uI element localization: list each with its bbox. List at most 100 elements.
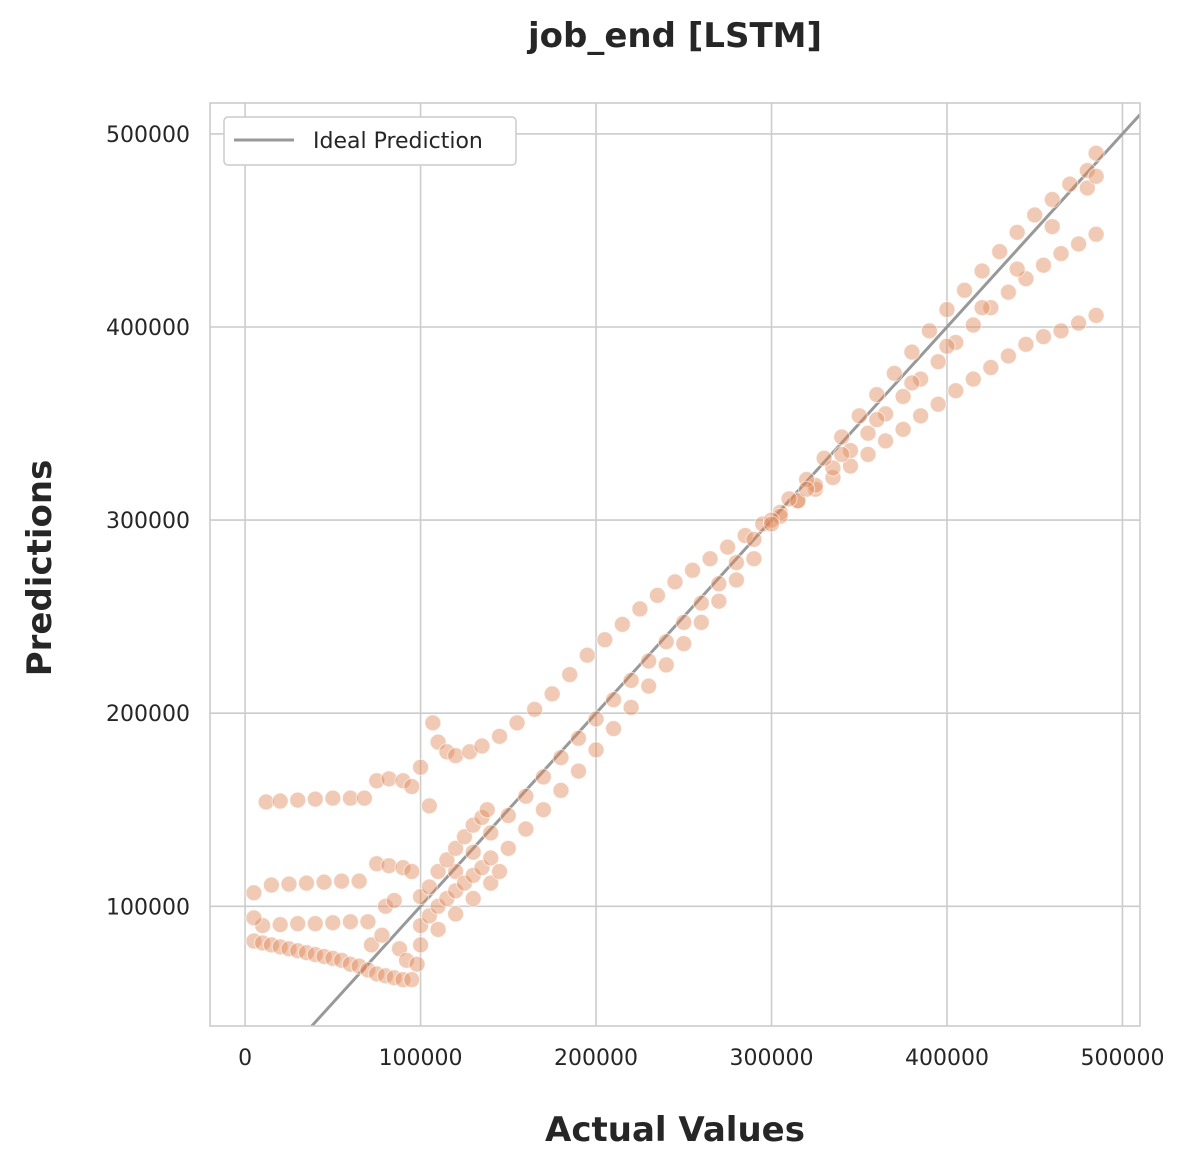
scatter-point	[912, 407, 930, 425]
scatter-point	[324, 789, 342, 807]
scatter-point	[482, 849, 500, 867]
scatter-point	[420, 907, 438, 925]
scatter-point	[362, 936, 380, 954]
scatter-point	[727, 571, 745, 589]
scatter-point	[271, 916, 289, 934]
scatter-point	[841, 442, 859, 460]
scatter-point	[806, 480, 824, 498]
scatter-point	[947, 382, 965, 400]
scatter-point	[684, 561, 702, 579]
scatter-point	[499, 807, 517, 825]
scatter-point	[561, 666, 579, 684]
scatter-point	[833, 445, 851, 463]
scatter-point	[491, 727, 509, 745]
scatter-point	[1008, 223, 1026, 241]
x-tick-label: 200000	[554, 1046, 638, 1071]
scatter-point	[666, 573, 684, 591]
scatter-point	[394, 772, 412, 790]
scatter-point	[403, 863, 421, 881]
scatter-point	[640, 677, 658, 695]
scatter-point	[473, 859, 491, 877]
scatter-point	[280, 875, 298, 893]
scatter-point	[868, 386, 886, 404]
scatter-point	[885, 364, 903, 382]
scatter-point	[408, 955, 426, 973]
scatter-point	[806, 476, 824, 494]
scatter-point	[841, 457, 859, 475]
scatter-point	[877, 405, 895, 423]
scatter-point	[403, 778, 421, 796]
x-tick-label: 500000	[1080, 1046, 1164, 1071]
scatter-point	[482, 824, 500, 842]
scatter-point	[903, 343, 921, 361]
scatter-point	[478, 801, 496, 819]
scatter-point	[605, 691, 623, 709]
scatter-point	[903, 374, 921, 392]
scatter-point	[359, 913, 377, 931]
scatter-point	[420, 878, 438, 896]
scatter-point	[780, 490, 798, 508]
scatter-point	[271, 792, 289, 810]
scatter-point	[868, 411, 886, 429]
scatter-point	[429, 733, 447, 751]
scatter-point	[719, 538, 737, 556]
y-tick-label: 200000	[106, 702, 190, 727]
scatter-point	[991, 243, 1009, 261]
scatter-point	[947, 333, 965, 351]
scatter-point	[424, 714, 442, 732]
x-tick-label: 300000	[730, 1046, 814, 1071]
scatter-point	[315, 873, 333, 891]
scatter-point	[657, 633, 675, 651]
scatter-point	[368, 855, 386, 873]
scatter-point	[745, 550, 763, 568]
scatter-point	[420, 797, 438, 815]
scatter-point	[701, 550, 719, 568]
scatter-point	[1052, 245, 1070, 263]
scatter-point	[938, 301, 956, 319]
x-tick-label: 100000	[379, 1046, 463, 1071]
scatter-point	[912, 370, 930, 388]
scatter-point	[622, 671, 640, 689]
scatter-point	[429, 863, 447, 881]
plot-frame	[209, 102, 1141, 1027]
scatter-point	[380, 770, 398, 788]
scatter-point	[736, 527, 754, 545]
scatter-point	[605, 720, 623, 738]
scatter-point	[394, 859, 412, 877]
scatter-point	[508, 714, 526, 732]
scatter-point	[526, 700, 544, 718]
y-tick-label: 300000	[106, 509, 190, 534]
scatter-point	[1087, 306, 1105, 324]
scatter-point	[999, 283, 1017, 301]
scatter-point	[631, 600, 649, 618]
scatter-point	[245, 909, 263, 927]
scatter-point	[438, 851, 456, 869]
scatter-point	[587, 741, 605, 759]
scatter-point	[333, 872, 351, 890]
scatter-point	[1034, 256, 1052, 274]
scatter-point	[245, 884, 263, 902]
scatter-point	[455, 828, 473, 846]
scatter-point	[398, 951, 416, 969]
scatter-point	[956, 281, 974, 299]
scatter-point	[1078, 162, 1096, 180]
scatter-point	[298, 874, 316, 892]
scatter-point	[569, 729, 587, 747]
scatter-point	[964, 316, 982, 334]
legend-entry-label: Ideal Prediction	[313, 129, 483, 154]
scatter-point	[675, 635, 693, 653]
scatter-point	[727, 554, 745, 572]
scatter-point	[552, 781, 570, 799]
scatter-point	[675, 613, 693, 631]
scatter-point	[657, 656, 675, 674]
y-tick-label: 500000	[106, 123, 190, 148]
scatter-point	[999, 347, 1017, 365]
chart-title: job_end [LSTM]	[526, 16, 822, 56]
scatter-point	[1087, 167, 1105, 185]
scatter-point	[403, 971, 421, 989]
scatter-point	[464, 843, 482, 861]
scatter-point	[333, 951, 351, 969]
scatter-point	[324, 914, 342, 932]
scatter-point	[587, 710, 605, 728]
scatter-point	[815, 449, 833, 467]
